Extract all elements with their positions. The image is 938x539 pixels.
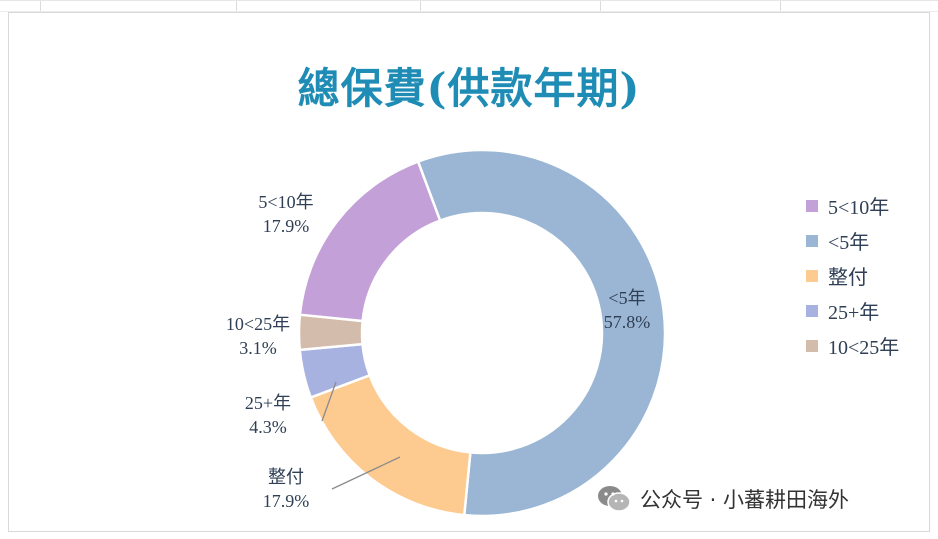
- legend-label: <5年: [828, 232, 870, 254]
- legend-label: 5<10年: [828, 197, 890, 219]
- chart-area[interactable]: [8, 12, 930, 532]
- gridline: [780, 1, 781, 11]
- legend-item[interactable]: 整付: [806, 258, 899, 293]
- legend-item[interactable]: 10<25年: [806, 328, 899, 363]
- legend: 5<10年 <5年整付 25+年 10<25年: [806, 188, 899, 363]
- chart-title: 總保費(供款年期): [297, 64, 641, 113]
- watermark-text: 公众号 · 小蕃耕田海外: [640, 488, 850, 512]
- legend-swatch: [806, 199, 818, 212]
- slice-0[interactable]: [416, 148, 667, 518]
- wechat-icon: [598, 486, 631, 512]
- data-label-percent: 57.8%: [604, 312, 651, 332]
- legend-label: 10<25年: [828, 337, 900, 359]
- legend-item[interactable]: 25+年: [806, 293, 899, 328]
- data-label-percent: 17.9%: [263, 491, 310, 511]
- leader-line: [331, 456, 401, 490]
- slice-4[interactable]: [298, 159, 442, 323]
- leader-line: [321, 381, 337, 422]
- donut-slices: [297, 148, 667, 518]
- gridline: [0, 11, 938, 12]
- legend-item[interactable]: <5年: [806, 223, 899, 258]
- legend-item[interactable]: 5<10年: [806, 188, 899, 223]
- legend-swatch: [806, 269, 818, 282]
- gridline: [420, 1, 421, 11]
- data-label-category: 整付: [268, 467, 304, 487]
- data-labels: <5年 57.8% 整付 17.9% 25+年 4.3% 10<25年 3.1% 5<10年 17…: [226, 192, 650, 511]
- watermark: 公众号 · 小蕃耕田海外: [596, 484, 849, 514]
- data-label-percent: 4.3%: [249, 417, 287, 437]
- legend-swatch: [806, 304, 818, 317]
- legend-swatch: [806, 234, 818, 247]
- gridline: [236, 1, 237, 11]
- data-label-percent: 17.9%: [263, 216, 310, 236]
- gridline: [40, 1, 41, 11]
- data-label-category: 10<25年: [226, 314, 290, 334]
- legend-swatch: [806, 339, 818, 352]
- legend-label: 整付: [828, 267, 868, 289]
- gridline: [600, 1, 601, 11]
- data-label-category: 25+年: [245, 393, 291, 413]
- data-label-category: <5年: [608, 288, 645, 308]
- legend-label: 25+年: [828, 302, 880, 324]
- leader-lines: [321, 381, 401, 490]
- data-label-percent: 3.1%: [239, 338, 277, 358]
- data-label-category: 5<10年: [258, 192, 313, 212]
- slice-1[interactable]: [309, 373, 472, 517]
